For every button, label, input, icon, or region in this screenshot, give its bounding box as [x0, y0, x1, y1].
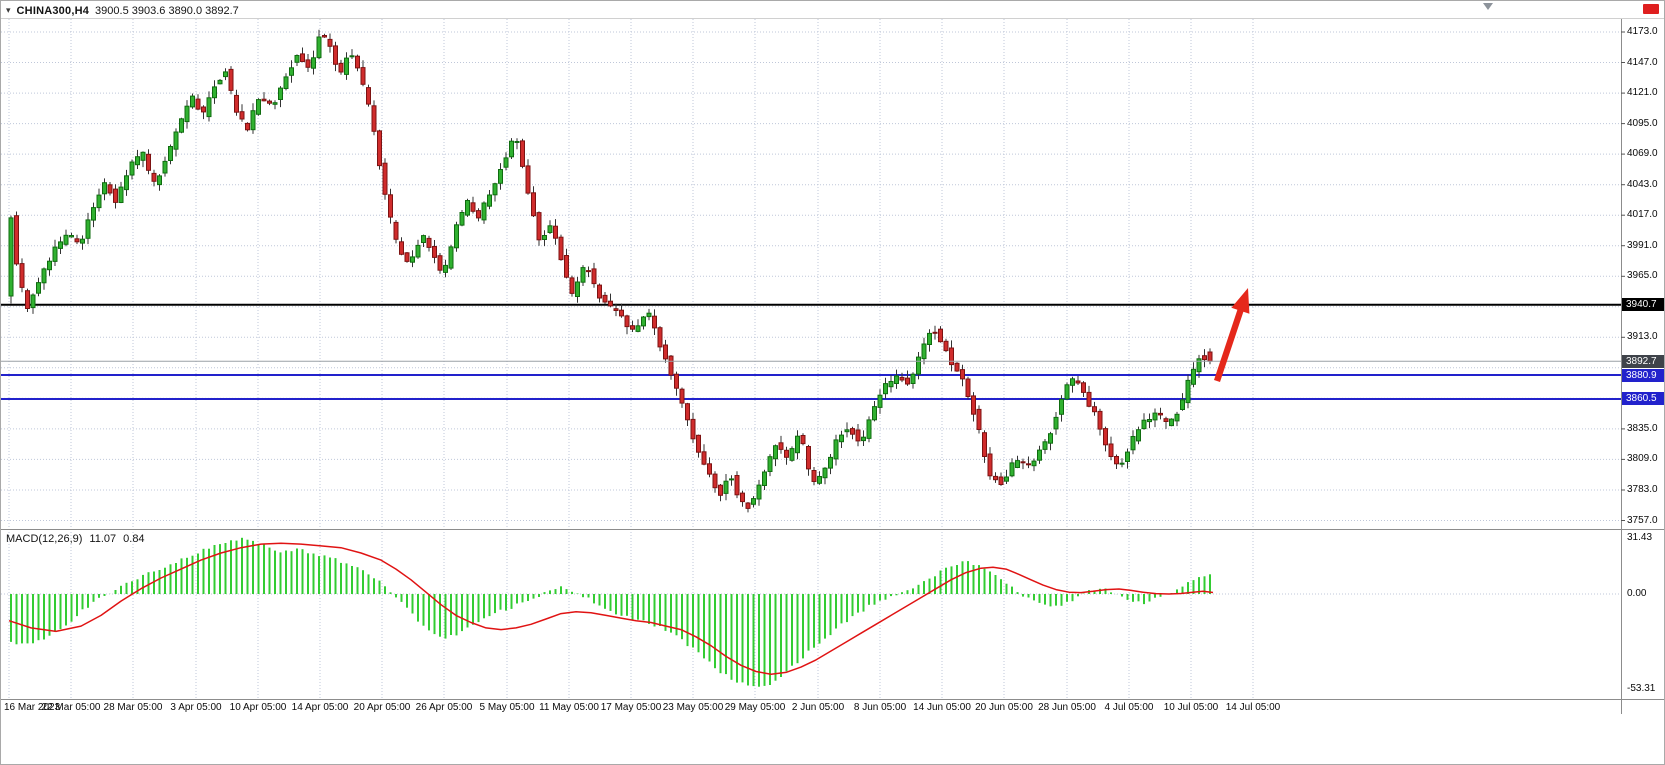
macd-name: MACD(12,26,9)	[6, 533, 83, 545]
symbol-timeframe-label: CHINA300,H4	[16, 4, 90, 17]
macd-axis-max-label: 31.43	[1627, 532, 1653, 543]
candlestick-series	[8, 29, 1213, 513]
macd-axis-min-label: -53.31	[1627, 683, 1656, 694]
horizontal-level-lines[interactable]	[1, 303, 1621, 400]
bullish-arrow-annotation[interactable]	[1214, 288, 1250, 382]
chart-header: ▾ CHINA300,H4 3900.5 3903.6 3890.0 3892.…	[6, 4, 239, 17]
macd-indicator-label: MACD(12,26,9) 11.07 0.84	[6, 533, 145, 545]
chart-grid	[1, 19, 1621, 699]
macd-main-value: 11.07	[89, 533, 117, 545]
ohlc-readout: 3900.5 3903.6 3890.0 3892.7	[95, 4, 239, 17]
chart-shift-icon[interactable]	[1483, 3, 1493, 10]
macd-signal-line	[8, 542, 1214, 675]
top-right-red-badge[interactable]	[1643, 4, 1659, 14]
macd-axis-zero-label: 0.00	[1627, 588, 1647, 599]
macd-signal-value: 0.84	[123, 533, 145, 545]
oneclick-trading-arrow-icon[interactable]: ▾	[6, 5, 11, 15]
macd-histogram	[10, 537, 1211, 687]
